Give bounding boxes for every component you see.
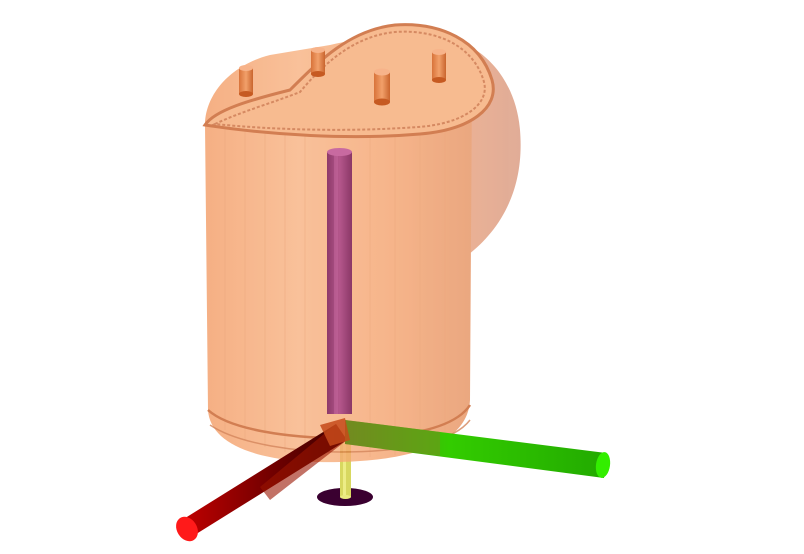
z-axis-cap (340, 495, 351, 499)
x-axis (176, 424, 347, 542)
post-4 (432, 49, 446, 83)
post-3 (374, 68, 390, 106)
x-axis-tip (176, 516, 198, 542)
y-axis (345, 420, 611, 478)
mounting-posts (239, 47, 446, 106)
post-1 (239, 65, 253, 97)
housing-top-rim (202, 23, 495, 139)
post-2 (311, 47, 325, 77)
housing-facets (224, 104, 446, 457)
y-axis-tip (595, 452, 611, 478)
housing-top-lip (211, 30, 486, 131)
z-axis (317, 430, 373, 506)
axis-origin (320, 418, 350, 446)
z-axis-shaft-highlight (343, 430, 346, 497)
center-rod (327, 148, 352, 414)
